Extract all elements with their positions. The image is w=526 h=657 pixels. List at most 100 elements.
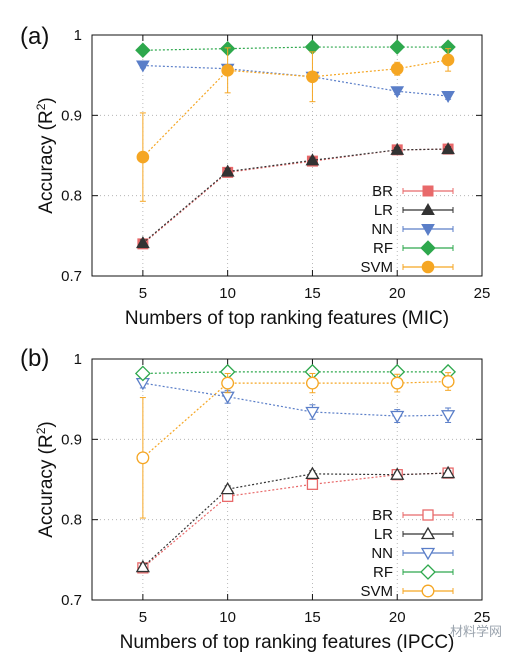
legend-item-br: BR [372, 507, 454, 524]
y-tick-label: 1 [74, 351, 82, 368]
legend-marker [421, 584, 435, 598]
plot-frame [91, 358, 483, 601]
data-point-lr [390, 142, 405, 155]
x-tick-label: 20 [389, 609, 406, 626]
y-tick-label: 0.7 [61, 268, 82, 285]
y-tick-label: 1 [74, 27, 82, 44]
panel-label-b: (b) [20, 345, 49, 372]
series-line-br [142, 472, 449, 569]
data-point-rf [134, 365, 151, 382]
x-tick-label: 5 [139, 285, 147, 302]
data-point-svm [305, 376, 319, 390]
data-point-lr [220, 481, 235, 495]
legend-label: LR [374, 526, 393, 543]
series-svm [136, 372, 455, 519]
data-point-svm [441, 53, 455, 67]
legend-item-nn: NN [371, 545, 454, 562]
series-br [137, 467, 454, 574]
x-tick-label: 25 [474, 285, 491, 302]
legend-marker [421, 224, 435, 237]
legend-marker [420, 240, 436, 256]
plot-frame [91, 34, 483, 277]
data-point-svm [221, 376, 235, 390]
data-point-nn [440, 410, 456, 423]
y-axis-label-sup: 2 [34, 427, 48, 434]
x-tick-label: 15 [304, 285, 321, 302]
legend-label: NN [371, 545, 393, 562]
y-tick-label: 0.9 [61, 107, 82, 124]
data-point-rf [389, 39, 405, 55]
data-point-nn [390, 410, 405, 424]
series-br [137, 143, 454, 250]
legend-label: NN [371, 221, 393, 238]
legend-item-nn: NN [371, 221, 454, 238]
y-axis-label-main: Accuracy (R [36, 434, 57, 537]
data-point-lr [440, 465, 456, 479]
data-point-lr [220, 164, 235, 177]
legend-marker [420, 564, 436, 580]
legend-marker [422, 509, 434, 521]
data-point-svm [390, 62, 404, 76]
y-axis-label-close: ) [36, 97, 57, 103]
y-tick-label: 0.8 [61, 512, 82, 529]
data-point-lr [390, 467, 405, 480]
data-point-nn [305, 406, 320, 420]
legend-label: BR [372, 183, 393, 200]
legend-item-svm: SVM [360, 583, 454, 600]
data-point-lr [305, 153, 320, 166]
legend-label: LR [374, 202, 393, 219]
y-tick-label: 0.7 [61, 592, 82, 609]
series-lr [135, 465, 456, 573]
series-line-lr [142, 148, 449, 244]
legend-marker [421, 260, 435, 274]
legend-item-lr: LR [374, 526, 454, 543]
series-line-br [142, 148, 449, 245]
x-tick-label: 5 [139, 609, 147, 626]
data-point-svm [441, 375, 455, 388]
series-svm [136, 47, 455, 202]
series-line-nn [142, 64, 449, 97]
legend-item-rf: RF [373, 240, 454, 257]
data-point-svm [136, 451, 150, 465]
y-axis-label: Accuracy (R2) [34, 97, 57, 213]
y-axis-label-sup: 2 [34, 103, 48, 110]
legend-label: SVM [360, 583, 393, 600]
watermark-text: 材料学网 [450, 624, 502, 640]
x-axis-label: Numbers of top ranking features (IPCC) [120, 632, 455, 653]
data-point-br [306, 478, 319, 490]
y-tick-label: 0.8 [61, 188, 82, 205]
x-tick-label: 10 [219, 285, 236, 302]
data-point-lr [136, 236, 150, 249]
data-point-rf [135, 42, 151, 58]
series-line-svm [142, 380, 449, 459]
data-point-svm [306, 70, 319, 84]
data-point-nn [136, 60, 150, 73]
legend-item-lr: LR [374, 202, 454, 219]
panel-b: (b) 5 10 15 20 25 0.7 0.8 0.9 1 Numbers of top ra… [20, 345, 490, 653]
series-rf [135, 39, 456, 58]
legend-label: RF [373, 564, 393, 581]
data-point-nn [390, 86, 405, 99]
data-point-svm [136, 150, 150, 164]
series-rf [134, 363, 457, 382]
data-point-lr [305, 466, 320, 480]
series-line-svm [142, 59, 449, 158]
series-line-lr [142, 472, 449, 568]
legend-marker [420, 526, 436, 540]
x-tick-label: 15 [304, 609, 321, 626]
data-point-svm [390, 376, 404, 390]
y-tick-label: 0.9 [61, 431, 82, 448]
legend-label: RF [373, 240, 393, 257]
legend-marker [422, 185, 434, 197]
legend-item-svm: SVM [360, 259, 454, 276]
series-lr [136, 142, 455, 249]
legend-label: BR [372, 507, 393, 524]
x-tick-label: 10 [219, 609, 236, 626]
y-axis-label-close: ) [36, 421, 57, 427]
legend-marker [420, 547, 436, 561]
x-tick-label: 20 [389, 285, 406, 302]
legend-item-br: BR [372, 183, 454, 200]
x-tick-label: 25 [474, 609, 491, 626]
y-axis-label-main: Accuracy (R [36, 110, 57, 213]
x-axis-label: Numbers of top ranking features (MIC) [125, 308, 449, 329]
